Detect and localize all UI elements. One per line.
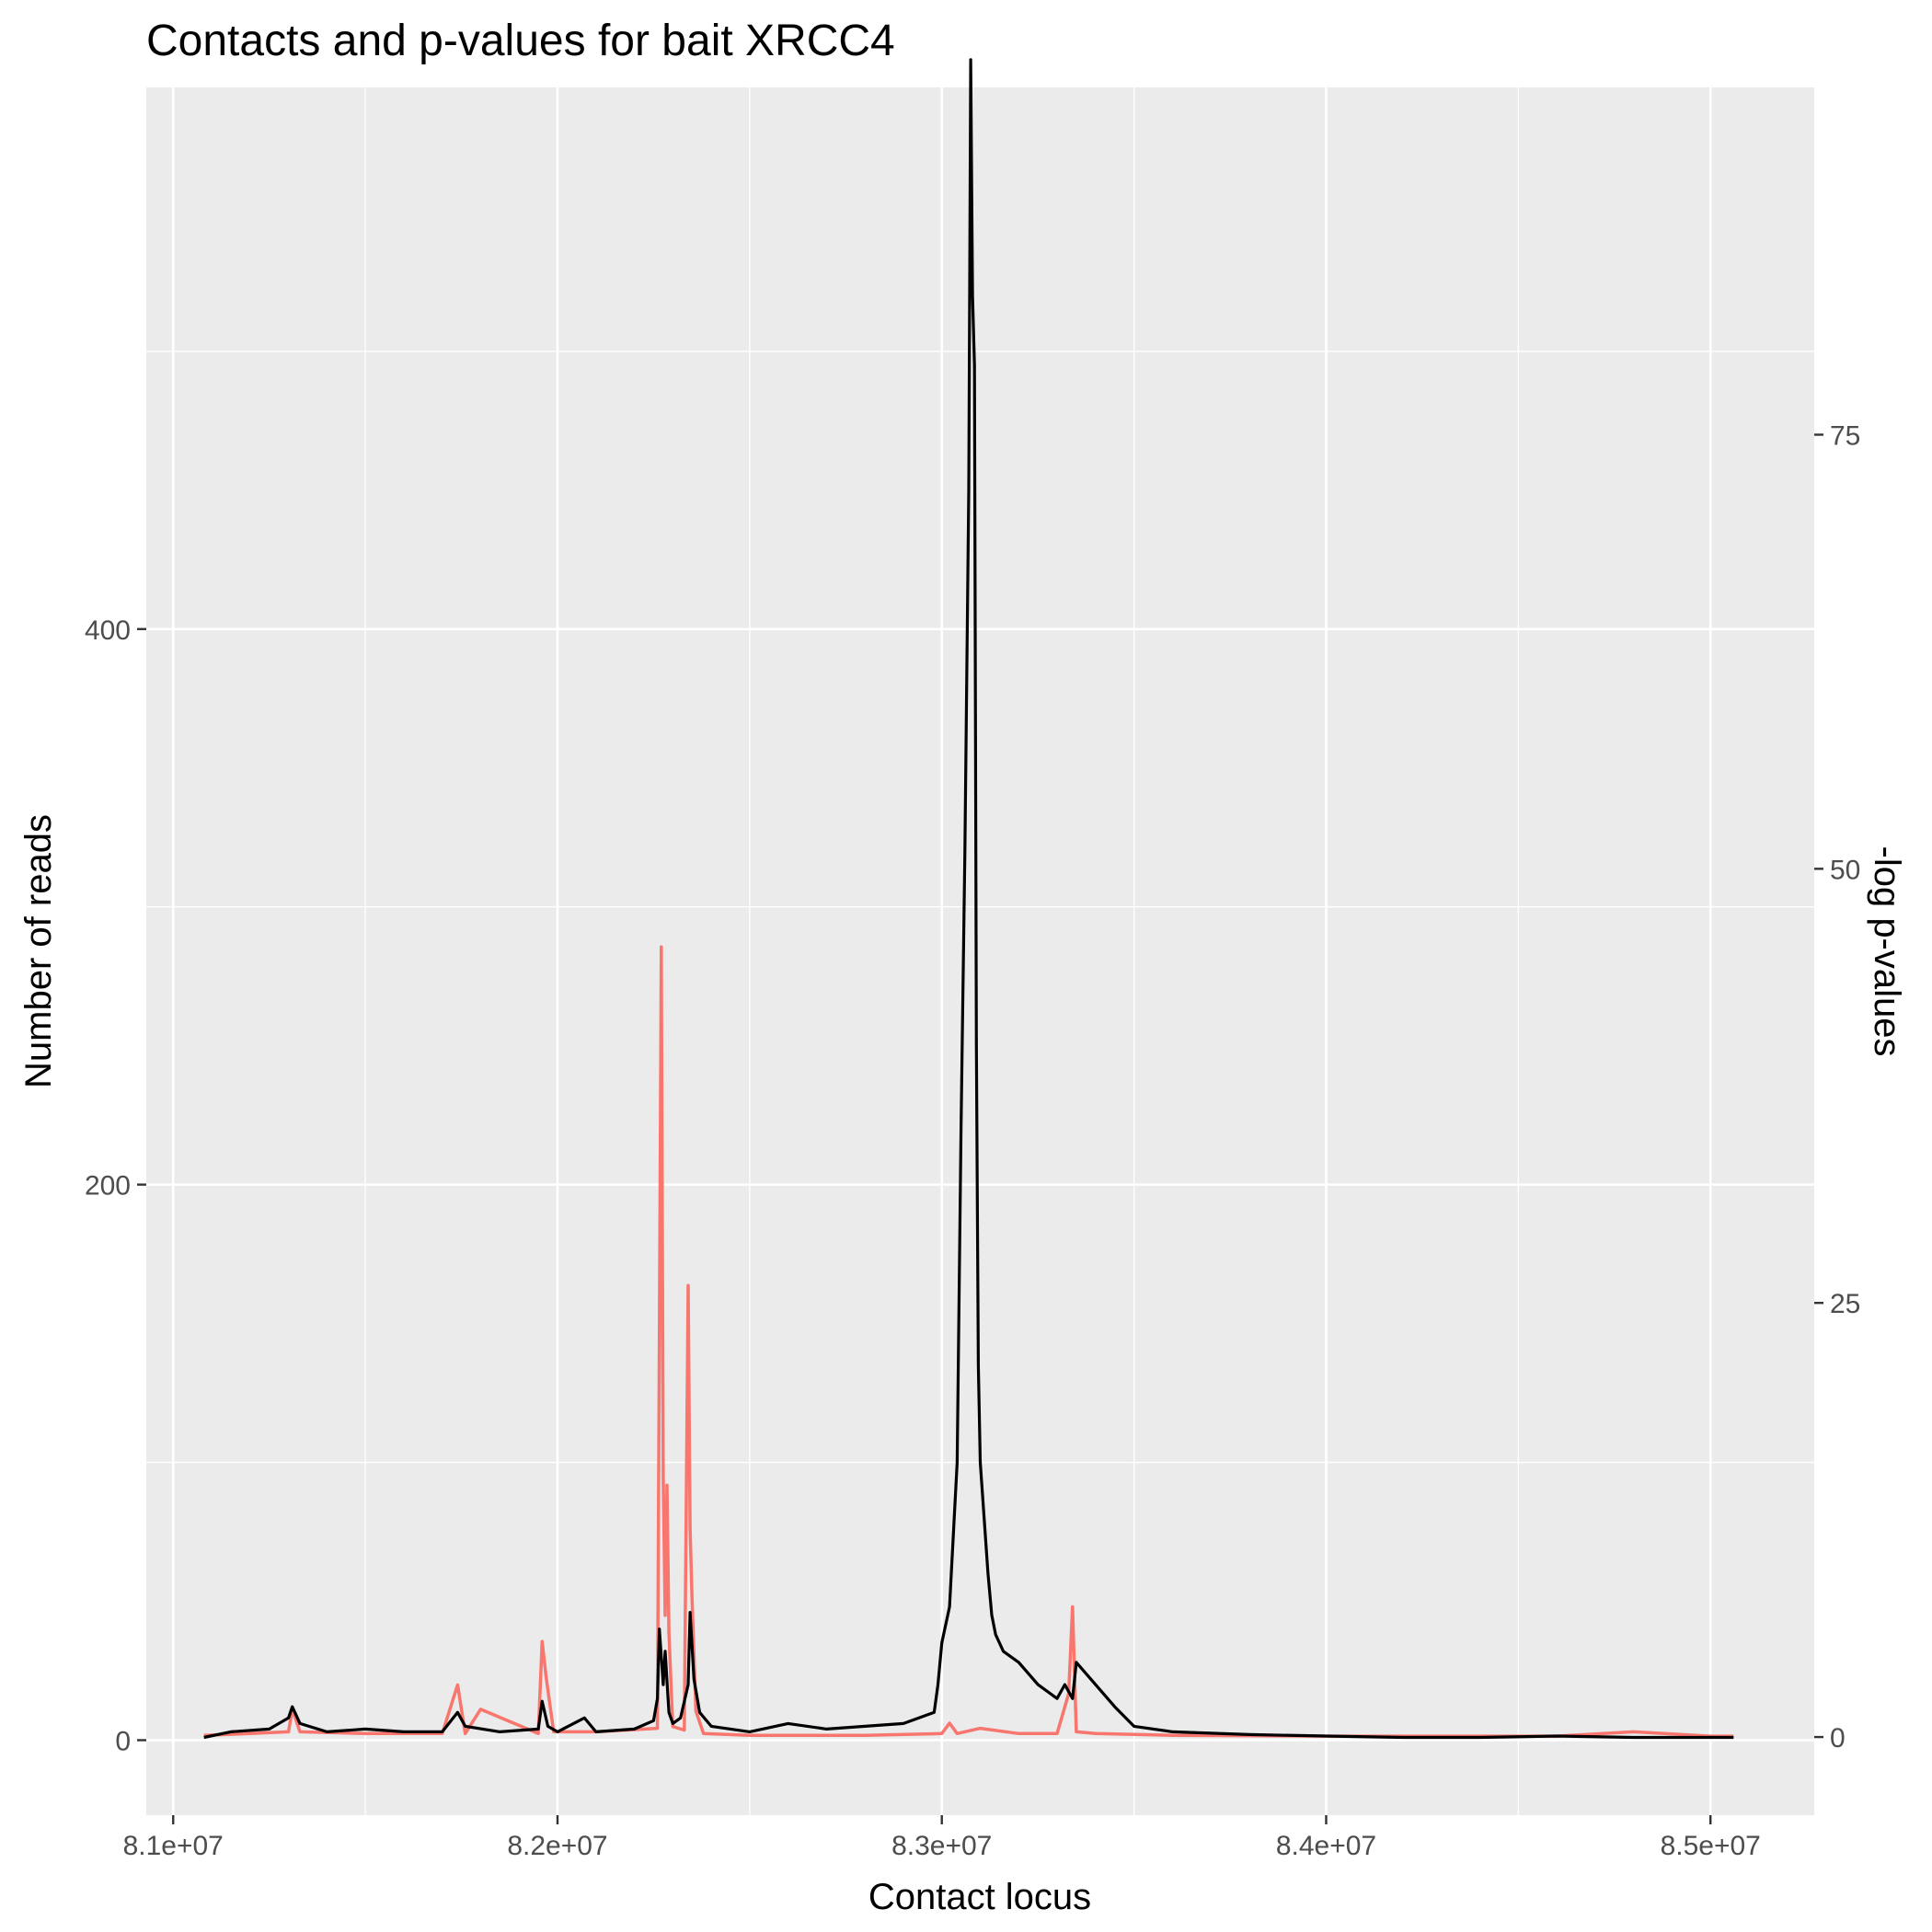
- x-axis-title: Contact locus: [868, 1877, 1091, 1917]
- x-tick-label: 8.4e+07: [1276, 1831, 1376, 1861]
- y2-tick-label: 25: [1830, 1289, 1860, 1319]
- y-tick-label: 400: [85, 615, 131, 646]
- y2-tick-label: 50: [1830, 855, 1860, 885]
- y-axis-title: Number of reads: [18, 814, 59, 1088]
- grid-lines: [146, 87, 1814, 1815]
- plot-panel: [146, 87, 1814, 1815]
- y-tick-label: 0: [115, 1726, 131, 1756]
- y2-axis-title: -log p-values: [1867, 845, 1907, 1056]
- x-tick-label: 8.3e+07: [891, 1831, 992, 1861]
- y2-tick-label: 0: [1830, 1723, 1846, 1754]
- x-tick-label: 8.1e+07: [123, 1831, 224, 1861]
- y2-tick-label: 75: [1830, 420, 1860, 451]
- x-tick-label: 8.2e+07: [507, 1831, 607, 1861]
- series-layer: [203, 58, 1734, 1740]
- chart-title: Contacts and p-values for bait XRCC4: [146, 17, 895, 65]
- y-tick-label: 200: [85, 1171, 131, 1202]
- series-line-left: [203, 58, 1734, 1740]
- x-tick-label: 8.5e+07: [1661, 1831, 1761, 1861]
- axes: 8.1e+07 8.2e+07 8.3e+07 8.4e+07 8.5e+07 0 200 4…: [85, 420, 1860, 1861]
